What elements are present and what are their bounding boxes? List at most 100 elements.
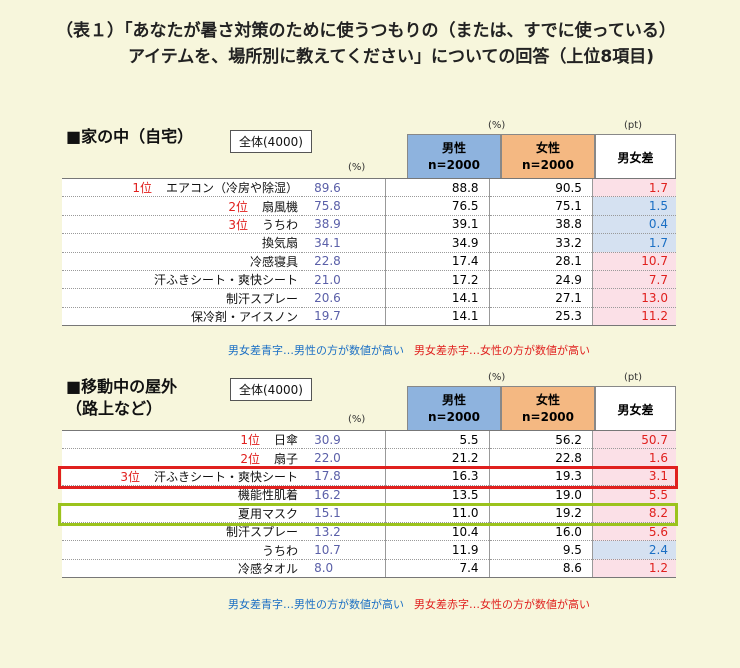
outdoor-table: 1位 日傘 30.9 5.5 56.2 50.7 2位 扇子 22.0 21.2 22.8 1.6 3位… <box>62 429 676 579</box>
table-row: 冷感寝具 22.8 17.4 28.1 10.7 <box>62 252 676 271</box>
outdoor-title-line-1: ■移動中の屋外 <box>66 377 178 396</box>
outdoor-header-male-label: 男性 <box>441 393 466 407</box>
table-row: 1位 エアコン（冷房や除湿） 89.6 88.8 90.5 1.7 <box>62 177 676 198</box>
row-item: 冷感寝具 <box>62 252 303 271</box>
row-item: 冷感タオル <box>62 559 303 579</box>
female-cell: 27.1 <box>488 288 593 308</box>
female-cell: 19.0 <box>488 485 593 505</box>
diff-cell: 1.5 <box>591 196 676 216</box>
home-header-female-label: 女性 <box>535 141 560 155</box>
female-cell: 33.2 <box>488 233 593 253</box>
title-line-1: （表１）「あなたが暑さ対策のために使うつもりの（または、すでに使っている） <box>56 21 676 41</box>
item-label: 制汗スプレー <box>226 291 299 306</box>
male-cell: 17.4 <box>385 252 490 271</box>
home-header-female-n: n=2000 <box>522 158 574 172</box>
home-header-male: 男性 n=2000 <box>407 134 501 180</box>
female-cell: 75.1 <box>488 196 593 216</box>
legend-blue-note: 男女差青字…男性の方が数値が高い <box>228 344 404 357</box>
table-row: 制汗スプレー 13.2 10.4 16.0 5.6 <box>62 522 676 542</box>
row-item: 夏用マスク <box>62 504 303 523</box>
female-cell: 28.1 <box>488 252 593 271</box>
rank-label: 1位 <box>240 433 261 448</box>
female-cell: 16.0 <box>488 522 593 542</box>
diff-cell: 7.7 <box>591 270 676 290</box>
table-row: 冷感タオル 8.0 7.4 8.6 1.2 <box>62 559 676 579</box>
rank-label: 2位 <box>240 451 261 466</box>
total-cell: 19.7 <box>302 307 386 327</box>
diff-cell: 2.4 <box>591 540 676 560</box>
male-cell: 5.5 <box>385 429 490 450</box>
table-row: 3位 うちわ 38.9 39.1 38.8 0.4 <box>62 215 676 235</box>
item-label: 日傘 <box>274 433 299 448</box>
item-label: 汗ふきシート・爽快シート <box>154 469 299 484</box>
item-label: 扇風機 <box>262 199 299 214</box>
table-row: 夏用マスク 15.1 11.0 19.2 8.2 <box>62 504 676 523</box>
row-item: 2位 扇風機 <box>62 196 303 216</box>
item-label: うちわ <box>262 217 299 232</box>
home-unit-diff: (pt) <box>624 120 643 131</box>
title-line-2: アイテムを、場所別に教えてください」についての回答（上位8項目) <box>128 47 655 67</box>
outdoor-header-male-n: n=2000 <box>428 410 480 424</box>
row-item: 3位 汗ふきシート・爽快シート <box>62 467 303 487</box>
item-label: 冷感タオル <box>238 561 299 576</box>
male-cell: 14.1 <box>385 288 490 308</box>
total-cell: 22.8 <box>302 252 386 271</box>
outdoor-section: ■移動中の屋外 （路上など） 全体(4000) (%) (%) (pt) 男性 … <box>58 370 678 620</box>
home-header-male-label: 男性 <box>441 141 466 155</box>
home-table: 1位 エアコン（冷房や除湿） 89.6 88.8 90.5 1.7 2位 扇風機 75.8 76.… <box>62 177 676 327</box>
item-label: 冷感寝具 <box>250 254 299 269</box>
male-cell: 7.4 <box>385 559 490 579</box>
row-item: 制汗スプレー <box>62 288 303 308</box>
female-cell: 19.2 <box>488 504 593 523</box>
item-label: 制汗スプレー <box>226 525 299 540</box>
total-cell: 89.6 <box>302 177 386 198</box>
rank-label: 3位 <box>120 469 141 484</box>
diff-cell: 1.7 <box>591 233 676 253</box>
female-cell: 24.9 <box>488 270 593 290</box>
table-row: 保冷剤・アイスノン 19.7 14.1 25.3 11.2 <box>62 307 676 327</box>
table-row: うちわ 10.7 11.9 9.5 2.4 <box>62 540 676 560</box>
male-cell: 10.4 <box>385 522 490 542</box>
male-cell: 13.5 <box>385 485 490 505</box>
male-cell: 14.1 <box>385 307 490 327</box>
outdoor-header-male: 男性 n=2000 <box>407 386 501 432</box>
female-cell: 90.5 <box>488 177 593 198</box>
total-cell: 21.0 <box>302 270 386 290</box>
diff-cell: 50.7 <box>591 429 676 450</box>
item-label: 機能性肌着 <box>238 488 299 503</box>
total-cell: 38.9 <box>302 215 386 235</box>
table-row: 2位 扇子 22.0 21.2 22.8 1.6 <box>62 448 676 468</box>
legend-blue-note: 男女差青字…男性の方が数値が高い <box>228 598 404 611</box>
row-item: 機能性肌着 <box>62 485 303 505</box>
outdoor-total-label: 全体(4000) <box>230 378 312 401</box>
female-cell: 25.3 <box>488 307 593 327</box>
row-item: 3位 うちわ <box>62 215 303 235</box>
home-total-label: 全体(4000) <box>230 130 312 153</box>
rank-label: 1位 <box>132 181 153 196</box>
diff-cell: 11.2 <box>591 307 676 327</box>
legend-red-note: 男女差赤字…女性の方が数値が高い <box>414 344 590 357</box>
home-unit-total: (%) <box>348 162 366 173</box>
home-header-male-n: n=2000 <box>428 158 480 172</box>
item-label: 扇子 <box>274 451 299 466</box>
item-label: 汗ふきシート・爽快シート <box>154 273 299 288</box>
table-row: 3位 汗ふきシート・爽快シート 17.8 16.3 19.3 3.1 <box>62 467 676 487</box>
row-item: 制汗スプレー <box>62 522 303 542</box>
outdoor-unit-total: (%) <box>348 414 366 425</box>
row-item: 換気扇 <box>62 233 303 253</box>
diff-cell: 5.6 <box>591 522 676 542</box>
male-cell: 76.5 <box>385 196 490 216</box>
female-cell: 56.2 <box>488 429 593 450</box>
outdoor-legend: 男女差青字…男性の方が数値が高い 男女差赤字…女性の方が数値が高い <box>228 596 590 612</box>
total-cell: 75.8 <box>302 196 386 216</box>
total-cell: 16.2 <box>302 485 386 505</box>
table-row: 制汗スプレー 20.6 14.1 27.1 13.0 <box>62 288 676 308</box>
rank-label: 2位 <box>228 199 249 214</box>
home-unit-gender: (%) <box>488 120 506 131</box>
outdoor-unit-gender: (%) <box>488 372 506 383</box>
total-cell: 34.1 <box>302 233 386 253</box>
male-cell: 39.1 <box>385 215 490 235</box>
item-label: 夏用マスク <box>238 506 299 521</box>
row-item: 汗ふきシート・爽快シート <box>62 270 303 290</box>
legend-red-note: 男女差赤字…女性の方が数値が高い <box>414 598 590 611</box>
